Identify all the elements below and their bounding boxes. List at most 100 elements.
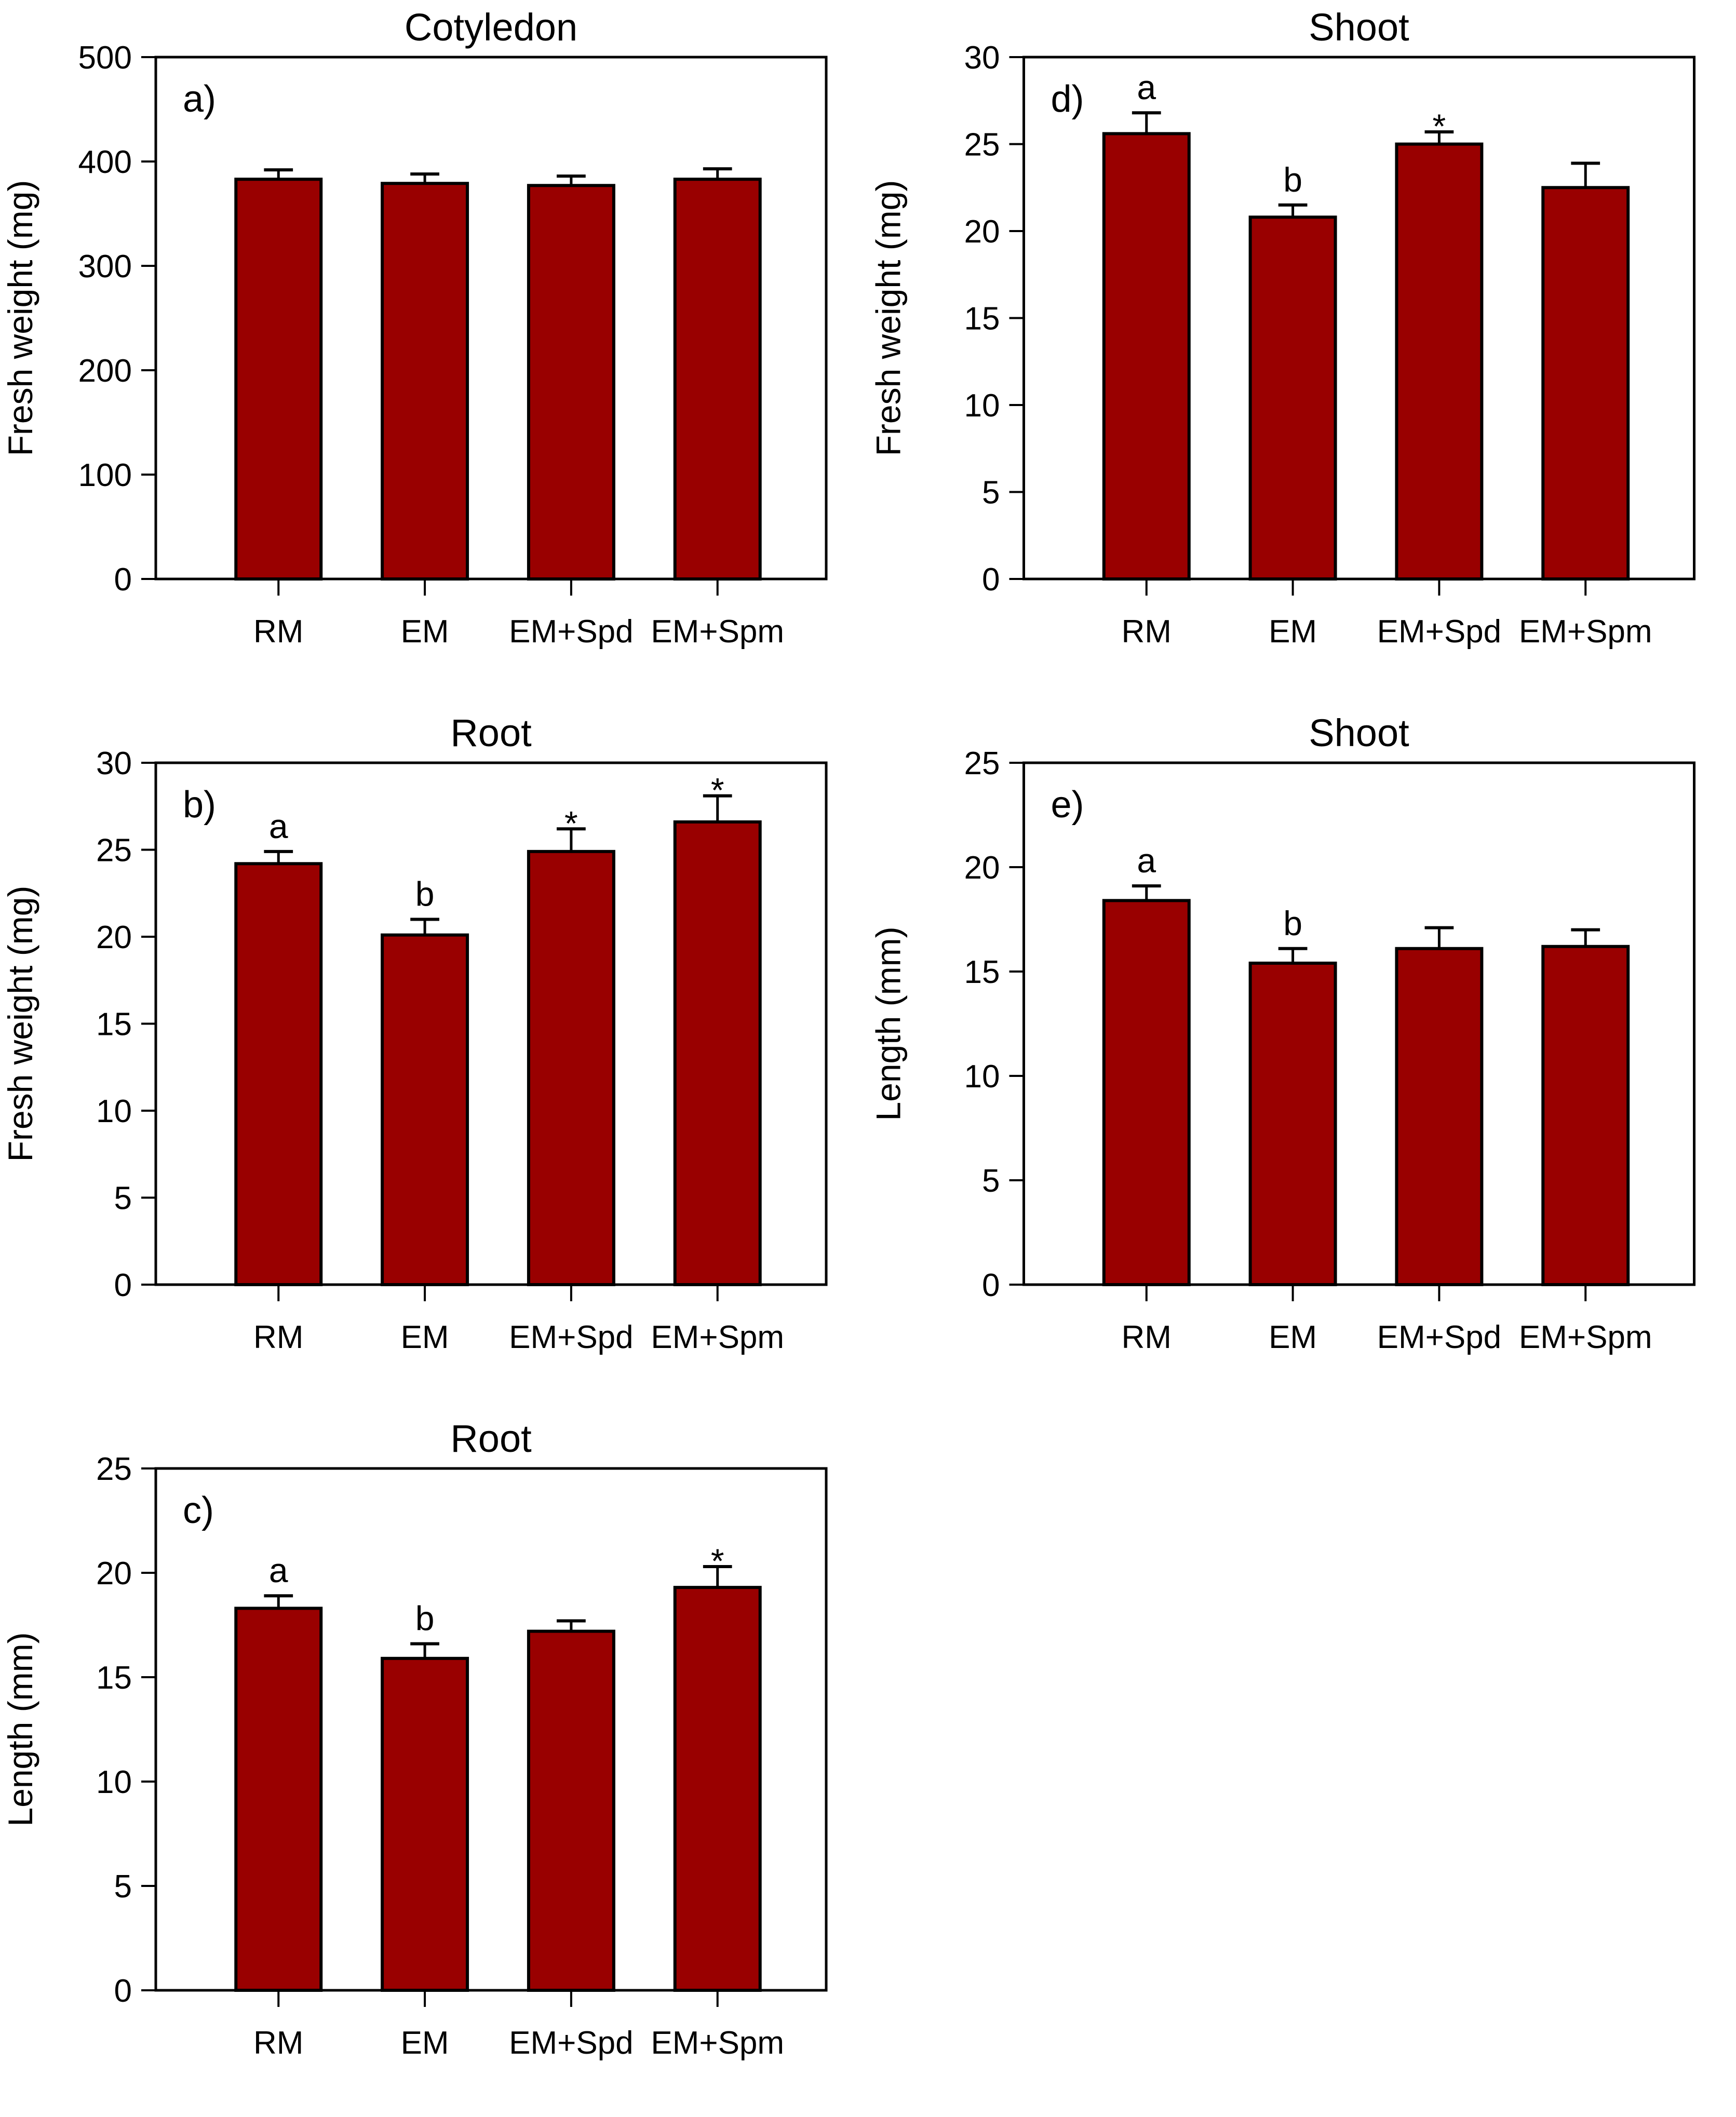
x-category-label: EM+Spd — [509, 614, 634, 650]
y-tick-label: 25 — [964, 127, 1000, 163]
y-tick-label: 30 — [964, 40, 1000, 76]
bar-EM+Spm — [1541, 945, 1630, 1286]
x-category-label: EM — [1269, 614, 1317, 650]
panel-d-chart-svg: Shoot Fresh weight (mg) 0 5 10 15 20 25 30 a RM b EM… — [869, 6, 1695, 650]
y-tick-label: 25 — [96, 833, 132, 869]
bar-EM+Spd — [1395, 142, 1484, 581]
bar-RM — [1102, 899, 1191, 1286]
x-category-label: EM — [401, 1319, 449, 1355]
significance-annotation: b — [415, 1599, 435, 1638]
panel-e-chart-svg: Shoot Length (mm) 0 5 10 15 20 25 a RM b EM EM+Spd EM… — [869, 711, 1695, 1355]
panel-label: d) — [1051, 78, 1084, 120]
y-tick-label: 300 — [78, 249, 132, 285]
x-category-label: EM+Spm — [651, 1319, 784, 1355]
y-tick-label: 0 — [114, 562, 132, 598]
bar-EM+Spm — [1541, 186, 1630, 581]
bar-RM — [234, 178, 323, 581]
y-axis-label: Fresh weight (mg) — [1, 180, 39, 456]
y-tick-label: 10 — [964, 388, 1000, 424]
y-tick-label: 0 — [114, 1267, 132, 1303]
y-tick-label: 20 — [964, 214, 1000, 250]
y-axis-label: Length (mm) — [869, 926, 908, 1121]
y-tick-label: 10 — [96, 1764, 132, 1800]
significance-annotation: b — [415, 875, 435, 913]
chart-title: Root — [450, 711, 532, 754]
x-category-label: EM — [401, 614, 449, 650]
panel-c-chart-svg: Root Length (mm) 0 5 10 15 20 25 a RM b EM EM+Spd * EM… — [1, 1417, 828, 2061]
bar-EM+Spd — [527, 1629, 615, 1992]
panel-b-chart-svg: Root Fresh weight (mg) 0 5 10 15 20 25 30 a RM b EM *… — [1, 711, 828, 1355]
bar-EM+Spm — [673, 178, 762, 581]
bar-RM — [234, 862, 323, 1286]
chart-panel-c-root-length: Root Length (mm) 0 5 10 15 20 25 a RM b EM EM+Spd * EM… — [0, 1411, 868, 2117]
panel-label: c) — [183, 1490, 214, 1531]
x-category-label: EM — [1269, 1319, 1317, 1355]
y-tick-label: 10 — [96, 1094, 132, 1129]
bar-EM+Spm — [673, 1586, 762, 1992]
plot-frame — [154, 1467, 828, 1992]
significance-annotation: a — [1137, 841, 1156, 880]
significance-annotation: a — [269, 807, 288, 845]
bar-EM+Spm — [673, 820, 762, 1286]
y-tick-label: 5 — [982, 475, 1000, 511]
y-tick-label: 0 — [114, 1973, 132, 2009]
bar-EM+Spd — [527, 850, 615, 1287]
y-tick-label: 0 — [982, 562, 1000, 598]
y-tick-label: 15 — [96, 1007, 132, 1043]
bar-EM — [1248, 215, 1337, 581]
y-tick-label: 5 — [114, 1869, 132, 1905]
bar-EM — [381, 182, 469, 581]
chart-title: Shoot — [1309, 711, 1409, 754]
y-axis-label: Length (mm) — [1, 1632, 39, 1826]
y-tick-label: 20 — [96, 920, 132, 955]
significance-annotation: a — [1137, 68, 1156, 106]
y-tick-label: 100 — [78, 457, 132, 493]
bar-EM — [381, 933, 469, 1286]
x-category-label: RM — [1122, 1319, 1172, 1355]
x-category-label: EM+Spm — [651, 2025, 784, 2061]
y-tick-label: 400 — [78, 144, 132, 180]
x-category-label: RM — [253, 1319, 303, 1355]
x-category-label: EM+Spm — [1519, 1319, 1652, 1355]
y-axis-label: Fresh weight (mg) — [1, 886, 39, 1162]
y-tick-label: 25 — [964, 746, 1000, 781]
significance-annotation: * — [1433, 107, 1446, 145]
chart-panel-e-shoot-length: Shoot Length (mm) 0 5 10 15 20 25 a RM b EM EM+Spd EM… — [868, 706, 1736, 1411]
plot-frame — [154, 56, 828, 581]
y-tick-label: 200 — [78, 353, 132, 389]
panel-label: b) — [183, 784, 216, 826]
chart-title: Shoot — [1309, 6, 1409, 49]
bar-EM+Spd — [527, 184, 615, 581]
panel-label: e) — [1051, 784, 1084, 826]
bar-EM — [381, 1656, 469, 1992]
plot-frame — [1022, 56, 1695, 581]
y-tick-label: 5 — [982, 1163, 1000, 1199]
y-tick-label: 5 — [114, 1181, 132, 1217]
y-tick-label: 20 — [964, 850, 1000, 886]
chart-panel-d-shoot-fresh-weight: Shoot Fresh weight (mg) 0 5 10 15 20 25 30 a RM b EM… — [868, 0, 1736, 706]
y-tick-label: 0 — [982, 1267, 1000, 1303]
y-tick-label: 15 — [964, 301, 1000, 337]
x-category-label: RM — [253, 2025, 303, 2061]
bar-EM — [1248, 961, 1337, 1287]
significance-annotation: b — [1283, 904, 1302, 942]
plot-frame — [1022, 761, 1695, 1286]
chart-panel-a-cotyledon-fresh-weight: Cotyledon Fresh weight (mg) 0 100 200 300 400 5… — [0, 0, 868, 706]
chart-title: Cotyledon — [405, 6, 577, 49]
empty-cell — [868, 1411, 1736, 2117]
plot-frame — [154, 761, 828, 1286]
x-category-label: EM — [401, 2025, 449, 2061]
x-category-label: EM+Spd — [509, 2025, 634, 2061]
x-category-label: RM — [253, 614, 303, 650]
y-tick-label: 15 — [964, 954, 1000, 990]
significance-annotation: a — [269, 1551, 288, 1589]
y-tick-label: 30 — [96, 746, 132, 781]
panel-a-chart-svg: Cotyledon Fresh weight (mg) 0 100 200 300 400 5… — [1, 6, 828, 650]
y-tick-label: 20 — [96, 1556, 132, 1592]
y-tick-label: 10 — [964, 1059, 1000, 1095]
chart-panel-b-root-fresh-weight: Root Fresh weight (mg) 0 5 10 15 20 25 30 a RM b EM *… — [0, 706, 868, 1411]
x-category-label: EM+Spm — [651, 614, 784, 650]
significance-annotation: b — [1283, 160, 1302, 199]
bar-RM — [1102, 132, 1191, 581]
